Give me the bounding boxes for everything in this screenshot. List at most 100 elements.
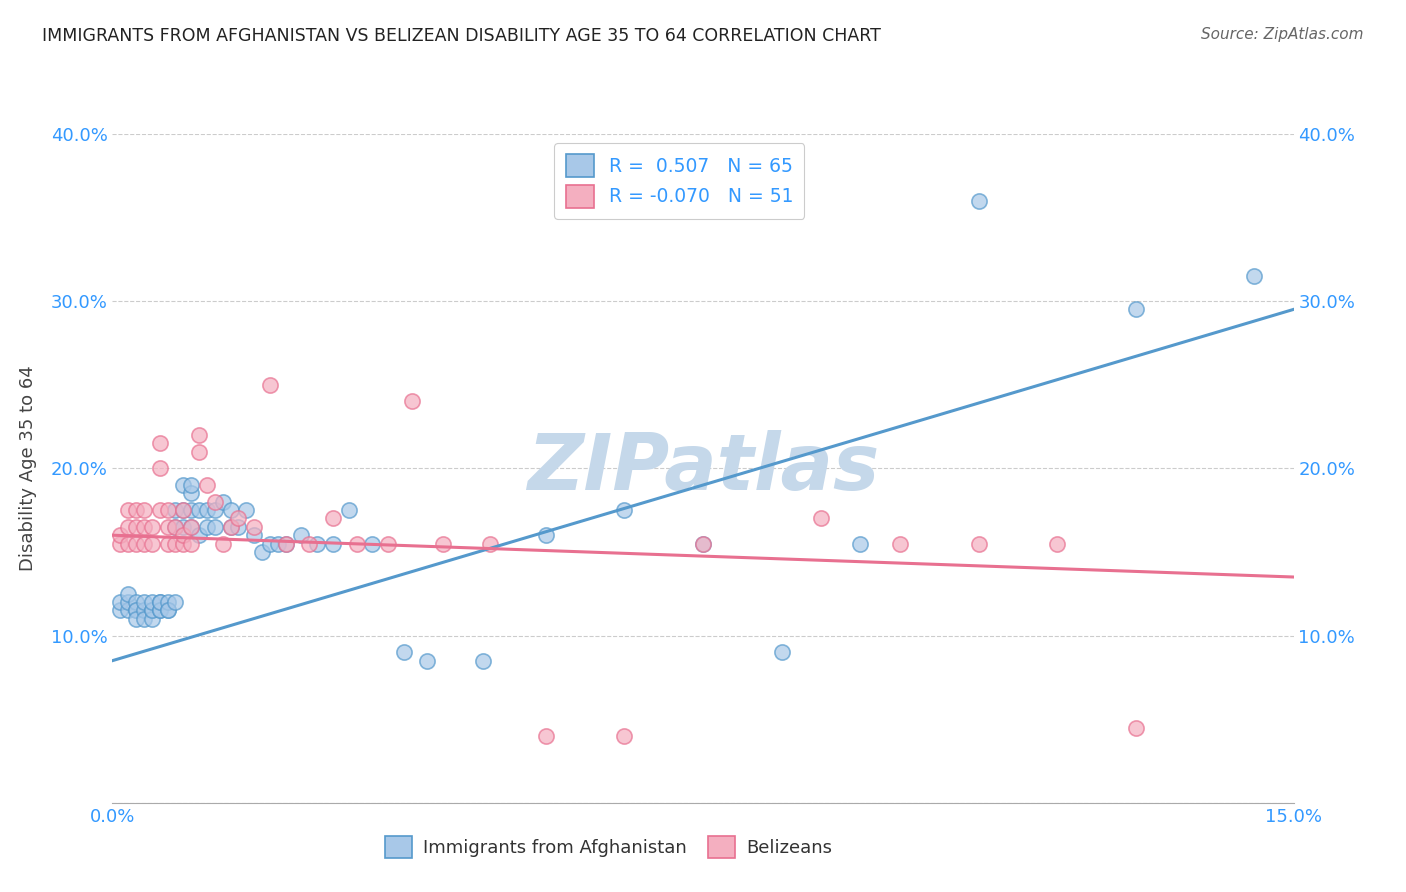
Point bbox=[692, 536, 714, 550]
Point bbox=[211, 536, 233, 550]
Point bbox=[392, 645, 415, 659]
Point bbox=[228, 511, 250, 525]
Point bbox=[1125, 302, 1147, 317]
Point bbox=[471, 654, 494, 668]
Point bbox=[149, 461, 172, 475]
Point bbox=[195, 503, 218, 517]
Point bbox=[165, 520, 187, 534]
Point bbox=[274, 536, 297, 550]
Point bbox=[967, 536, 990, 550]
Point bbox=[125, 612, 148, 626]
Point bbox=[117, 503, 139, 517]
Point bbox=[180, 486, 202, 500]
Point bbox=[110, 595, 132, 609]
Point bbox=[125, 536, 148, 550]
Point bbox=[1125, 721, 1147, 735]
Point bbox=[172, 478, 194, 492]
Point bbox=[117, 595, 139, 609]
Legend: Immigrants from Afghanistan, Belizeans: Immigrants from Afghanistan, Belizeans bbox=[375, 827, 841, 867]
Point bbox=[180, 478, 202, 492]
Point bbox=[141, 603, 163, 617]
Point bbox=[117, 536, 139, 550]
Point bbox=[165, 520, 187, 534]
Point bbox=[149, 603, 172, 617]
Point bbox=[141, 595, 163, 609]
Text: ZIPatlas: ZIPatlas bbox=[527, 430, 879, 507]
Point bbox=[117, 587, 139, 601]
Point bbox=[259, 377, 281, 392]
Point bbox=[1046, 536, 1069, 550]
Point bbox=[219, 520, 242, 534]
Point bbox=[156, 603, 179, 617]
Point bbox=[250, 545, 273, 559]
Point bbox=[125, 520, 148, 534]
Point bbox=[337, 503, 360, 517]
Point bbox=[534, 528, 557, 542]
Point bbox=[132, 612, 155, 626]
Point bbox=[141, 612, 163, 626]
Point bbox=[156, 603, 179, 617]
Point bbox=[117, 520, 139, 534]
Point bbox=[156, 520, 179, 534]
Point bbox=[432, 536, 454, 550]
Point bbox=[132, 595, 155, 609]
Point bbox=[132, 503, 155, 517]
Point bbox=[180, 503, 202, 517]
Point bbox=[188, 428, 211, 442]
Point bbox=[243, 528, 266, 542]
Point bbox=[172, 536, 194, 550]
Point bbox=[534, 729, 557, 743]
Point bbox=[165, 503, 187, 517]
Point bbox=[188, 444, 211, 458]
Point bbox=[165, 595, 187, 609]
Point bbox=[810, 511, 832, 525]
Point bbox=[267, 536, 290, 550]
Point bbox=[125, 603, 148, 617]
Point bbox=[149, 603, 172, 617]
Point bbox=[149, 503, 172, 517]
Point bbox=[613, 503, 636, 517]
Text: IMMIGRANTS FROM AFGHANISTAN VS BELIZEAN DISABILITY AGE 35 TO 64 CORRELATION CHAR: IMMIGRANTS FROM AFGHANISTAN VS BELIZEAN … bbox=[42, 27, 882, 45]
Point bbox=[204, 503, 226, 517]
Point bbox=[125, 503, 148, 517]
Point bbox=[195, 478, 218, 492]
Point bbox=[377, 536, 399, 550]
Point bbox=[692, 536, 714, 550]
Point bbox=[290, 528, 312, 542]
Point bbox=[322, 536, 344, 550]
Point bbox=[156, 503, 179, 517]
Point bbox=[204, 494, 226, 508]
Point bbox=[259, 536, 281, 550]
Point bbox=[125, 595, 148, 609]
Point bbox=[228, 520, 250, 534]
Point bbox=[141, 603, 163, 617]
Point bbox=[849, 536, 872, 550]
Point bbox=[172, 528, 194, 542]
Point bbox=[141, 536, 163, 550]
Point bbox=[243, 520, 266, 534]
Point bbox=[172, 503, 194, 517]
Text: Source: ZipAtlas.com: Source: ZipAtlas.com bbox=[1201, 27, 1364, 42]
Point bbox=[235, 503, 257, 517]
Point bbox=[361, 536, 384, 550]
Point bbox=[346, 536, 368, 550]
Point bbox=[110, 603, 132, 617]
Point bbox=[967, 194, 990, 208]
Point bbox=[132, 603, 155, 617]
Point bbox=[416, 654, 439, 668]
Point bbox=[298, 536, 321, 550]
Y-axis label: Disability Age 35 to 64: Disability Age 35 to 64 bbox=[18, 366, 37, 571]
Point bbox=[219, 520, 242, 534]
Point bbox=[211, 494, 233, 508]
Point bbox=[188, 503, 211, 517]
Point bbox=[172, 520, 194, 534]
Point bbox=[322, 511, 344, 525]
Point bbox=[132, 520, 155, 534]
Point bbox=[188, 528, 211, 542]
Point bbox=[156, 595, 179, 609]
Point bbox=[125, 603, 148, 617]
Point bbox=[889, 536, 911, 550]
Point bbox=[307, 536, 329, 550]
Point bbox=[1243, 268, 1265, 283]
Point bbox=[110, 528, 132, 542]
